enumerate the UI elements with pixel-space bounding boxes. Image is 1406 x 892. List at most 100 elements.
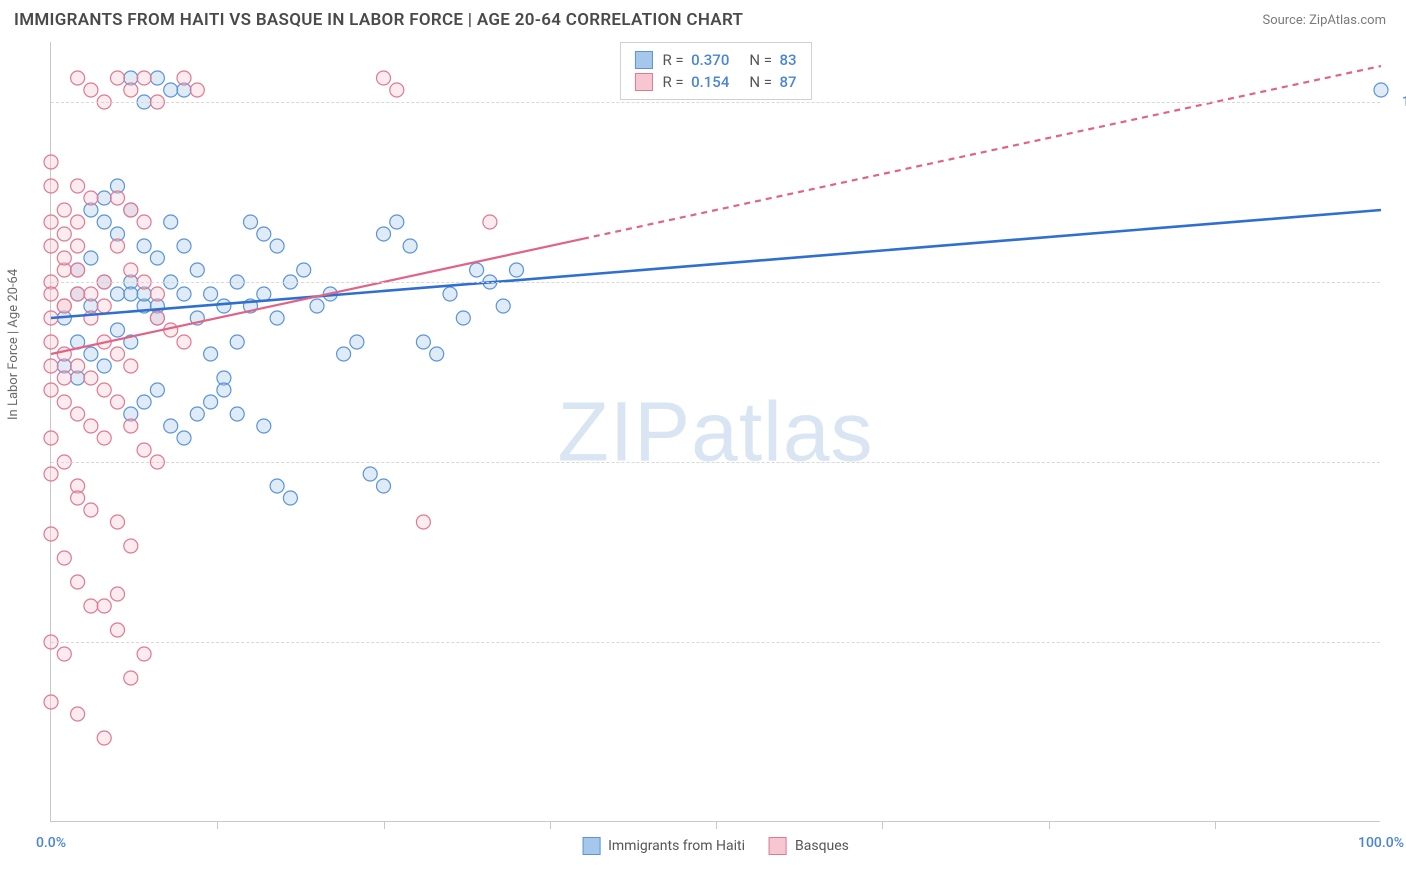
data-point [164, 83, 178, 97]
x-tick [217, 821, 218, 829]
data-point [124, 287, 138, 301]
data-point [310, 299, 324, 313]
stats-row: R = 0.154N = 87 [634, 71, 796, 93]
data-point [57, 551, 71, 565]
data-point [57, 647, 71, 661]
data-point [177, 239, 191, 253]
data-point [44, 527, 58, 541]
data-point [137, 395, 151, 409]
data-point [204, 347, 218, 361]
data-point [124, 539, 138, 553]
data-point [111, 623, 125, 637]
data-point [470, 263, 484, 277]
data-point [111, 191, 125, 205]
x-tick [1049, 821, 1050, 829]
x-tick [882, 821, 883, 829]
data-point [71, 239, 85, 253]
data-point [44, 155, 58, 169]
data-point [137, 647, 151, 661]
data-point [111, 323, 125, 337]
gridline [51, 102, 1380, 103]
data-point [97, 215, 111, 229]
series-legend: Immigrants from HaitiBasques [582, 837, 849, 855]
data-point [84, 371, 98, 385]
data-point [177, 71, 191, 85]
data-point [44, 179, 58, 193]
data-point [150, 311, 164, 325]
data-point [177, 287, 191, 301]
plot-area: ZIPatlas R = 0.370N = 83R = 0.154N = 87 … [50, 42, 1380, 822]
data-point [177, 335, 191, 349]
data-point [217, 383, 231, 397]
chart-title: IMMIGRANTS FROM HAITI VS BASQUE IN LABOR… [14, 10, 743, 30]
data-point [283, 491, 297, 505]
data-point [111, 515, 125, 529]
gridline [51, 282, 1380, 283]
data-point [84, 503, 98, 517]
data-point [97, 599, 111, 613]
data-point [416, 335, 430, 349]
data-point [57, 203, 71, 217]
data-point [97, 299, 111, 313]
data-point [150, 383, 164, 397]
n-label: N = 83 [749, 51, 796, 69]
data-point [97, 431, 111, 445]
data-point [270, 239, 284, 253]
data-point [84, 191, 98, 205]
data-point [44, 467, 58, 481]
data-point [71, 359, 85, 373]
gridline [51, 642, 1380, 643]
data-point [44, 695, 58, 709]
data-point [124, 359, 138, 373]
source-label: Source: ZipAtlas.com [1262, 13, 1386, 28]
data-point [71, 263, 85, 277]
legend-item: Basques [769, 837, 849, 855]
data-point [403, 239, 417, 253]
r-label: R = 0.370 [662, 51, 729, 69]
data-point [124, 671, 138, 685]
data-point [124, 203, 138, 217]
stats-row: R = 0.370 N = 83 [634, 49, 796, 71]
data-point [510, 263, 524, 277]
data-point [390, 215, 404, 229]
data-point [377, 479, 391, 493]
data-point [1374, 83, 1388, 97]
x-tick [384, 821, 385, 829]
data-point [244, 215, 258, 229]
data-point [137, 215, 151, 229]
data-point [297, 263, 311, 277]
data-point [430, 347, 444, 361]
data-point [190, 263, 204, 277]
data-point [71, 71, 85, 85]
data-point [257, 287, 271, 301]
data-point [124, 263, 138, 277]
data-point [44, 287, 58, 301]
legend-swatch [634, 73, 652, 91]
data-point [71, 215, 85, 229]
data-point [177, 431, 191, 445]
data-point [97, 359, 111, 373]
legend-swatch [582, 837, 600, 855]
legend-swatch [634, 51, 652, 69]
data-point [257, 419, 271, 433]
data-point [137, 239, 151, 253]
data-point [137, 71, 151, 85]
data-point [44, 383, 58, 397]
data-point [44, 431, 58, 445]
data-point [111, 395, 125, 409]
data-point [44, 239, 58, 253]
data-point [230, 335, 244, 349]
y-axis-label: In Labor Force | Age 20-64 [6, 269, 21, 420]
data-point [124, 83, 138, 97]
data-point [84, 419, 98, 433]
data-point [57, 299, 71, 313]
data-point [44, 335, 58, 349]
x-tick [716, 821, 717, 829]
data-point [257, 227, 271, 241]
data-point [71, 575, 85, 589]
legend-swatch [769, 837, 787, 855]
chart-header: IMMIGRANTS FROM HAITI VS BASQUE IN LABOR… [0, 0, 1406, 36]
data-point [363, 467, 377, 481]
data-point [190, 83, 204, 97]
r-label: R = 0.154 [662, 73, 729, 91]
